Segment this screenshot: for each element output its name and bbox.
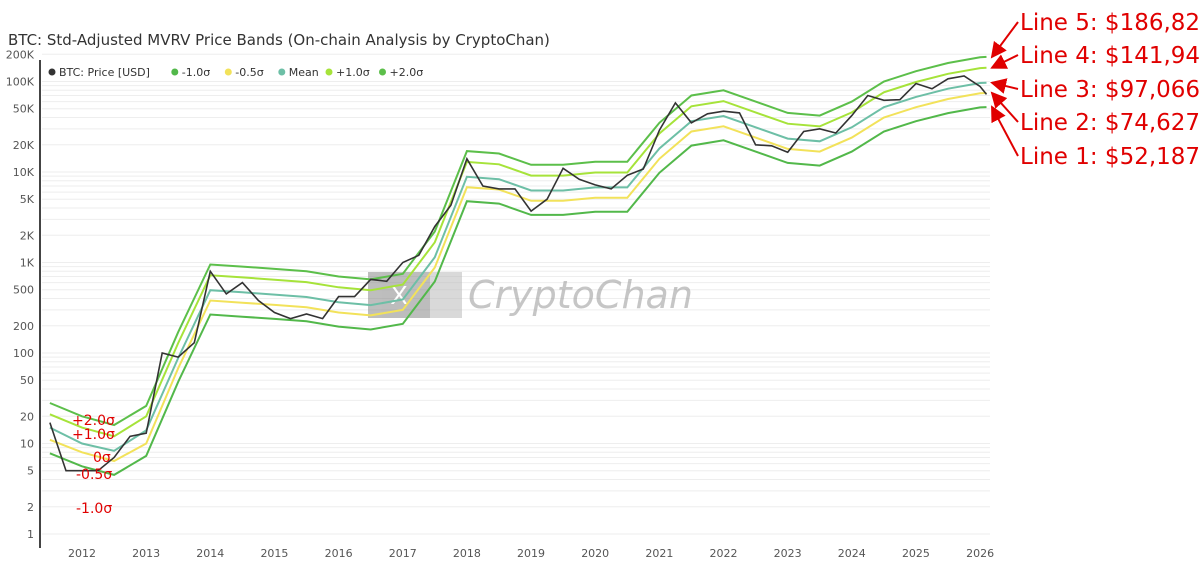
band-label: +1.0σ (72, 427, 115, 443)
watermark-text: CryptoChan (468, 273, 693, 317)
gridlines (42, 53, 990, 535)
legend-marker (48, 68, 56, 76)
legend-label: -0.5σ (235, 66, 263, 79)
y-tick-label: 5 (27, 465, 34, 478)
annotation-line-5: Line 5: $186,823 (1020, 10, 1200, 36)
x-tick-label: 2021 (645, 547, 673, 560)
x-tick-label: 2017 (389, 547, 417, 560)
y-tick-label: 5K (20, 193, 35, 206)
x-tick-label: 2015 (260, 547, 288, 560)
band-label: -1.0σ (76, 501, 112, 517)
x-tick-label: 2025 (902, 547, 930, 560)
x-logo-icon: X (390, 280, 407, 310)
annotation-line-3: Line 3: $97,066 (1020, 77, 1200, 103)
x-tick-label: 2012 (68, 547, 96, 560)
x-tick-label: 2023 (774, 547, 802, 560)
annotation-arrow (991, 105, 1019, 157)
annotation-arrow (990, 78, 1019, 94)
band-line-4 (49, 106, 987, 476)
x-tick-label: 2026 (966, 547, 994, 560)
legend-label: Mean (289, 66, 319, 79)
x-tick-label: 2018 (453, 547, 481, 560)
y-tick-label: 2K (20, 229, 35, 242)
legend-label: +2.0σ (390, 66, 424, 79)
band-line-2 (49, 81, 987, 452)
legend-marker (171, 68, 179, 76)
band-line-1 (49, 66, 987, 438)
y-tick-label: 1 (27, 528, 34, 541)
legend-label: -1.0σ (182, 66, 210, 79)
annotation-arrow (990, 91, 1019, 123)
y-tick-label: 10K (13, 166, 35, 179)
watermark: X CryptoChan (368, 272, 693, 318)
band-line-3 (49, 92, 987, 463)
legend-label: +1.0σ (336, 66, 370, 79)
y-tick-label: 10 (20, 438, 34, 451)
legend-marker (224, 68, 232, 76)
x-tick-label: 2020 (581, 547, 609, 560)
x-tick-label: 2022 (710, 547, 738, 560)
band-label: -0.5σ (76, 467, 112, 483)
annotation-arrow (990, 21, 1019, 59)
annotation-line-1: Line 1: $52,187 (1020, 144, 1200, 170)
y-tick-label: 20 (20, 410, 34, 423)
legend-marker (278, 68, 286, 76)
y-tick-label: 2 (27, 501, 34, 514)
y-axis-ticks: 1 2 5 10 20 50 100 200 500 1K 2K 5K 10K 20K 50K 100K 200… (6, 48, 35, 541)
x-tick-label: 2013 (132, 547, 160, 560)
annotation-line-2: Line 2: $74,627 (1020, 110, 1200, 136)
band-label: 0σ (93, 450, 111, 466)
y-tick-label: 1K (20, 257, 35, 270)
x-tick-label: 2024 (838, 547, 866, 560)
annotations: Line 5: $186,823 Line 4: $141,944 Line 3: … (990, 10, 1200, 170)
price-line (49, 75, 988, 472)
x-tick-label: 2019 (517, 547, 545, 560)
x-tick-label: 2014 (196, 547, 224, 560)
y-tick-label: 200 (13, 320, 34, 333)
y-tick-label: 50K (13, 103, 35, 116)
btc-price-line (49, 75, 988, 472)
legend-marker (325, 68, 333, 76)
y-tick-label: 200K (6, 48, 35, 61)
annotation-line-4: Line 4: $141,944 (1020, 43, 1200, 69)
band-labels: +2.0σ+1.0σ 0σ-0.5σ -1.0σ (72, 413, 115, 517)
y-tick-label: 100 (13, 347, 34, 360)
x-tick-label: 2016 (325, 547, 353, 560)
band-line-0 (49, 55, 987, 427)
legend-label: BTC: Price [USD] (59, 66, 150, 79)
band-label: +2.0σ (72, 413, 115, 429)
y-tick-label: 50 (20, 374, 34, 387)
y-tick-label: 100K (6, 76, 35, 89)
y-tick-label: 500 (13, 284, 34, 297)
legend: BTC: Price [USD] -1.0σ -0.5σ Mean +1.0σ +2.0σ (48, 66, 424, 79)
chart-title: BTC: Std-Adjusted MVRV Price Bands (On-c… (8, 31, 550, 49)
legend-marker (379, 68, 386, 76)
x-axis-ticks: 2012 2013 2014 2015 2016 2017 2018 2019 2020 2021… (68, 547, 994, 560)
y-tick-label: 20K (13, 139, 35, 152)
band-lines (49, 55, 987, 476)
annotation-arrow (990, 54, 1019, 69)
